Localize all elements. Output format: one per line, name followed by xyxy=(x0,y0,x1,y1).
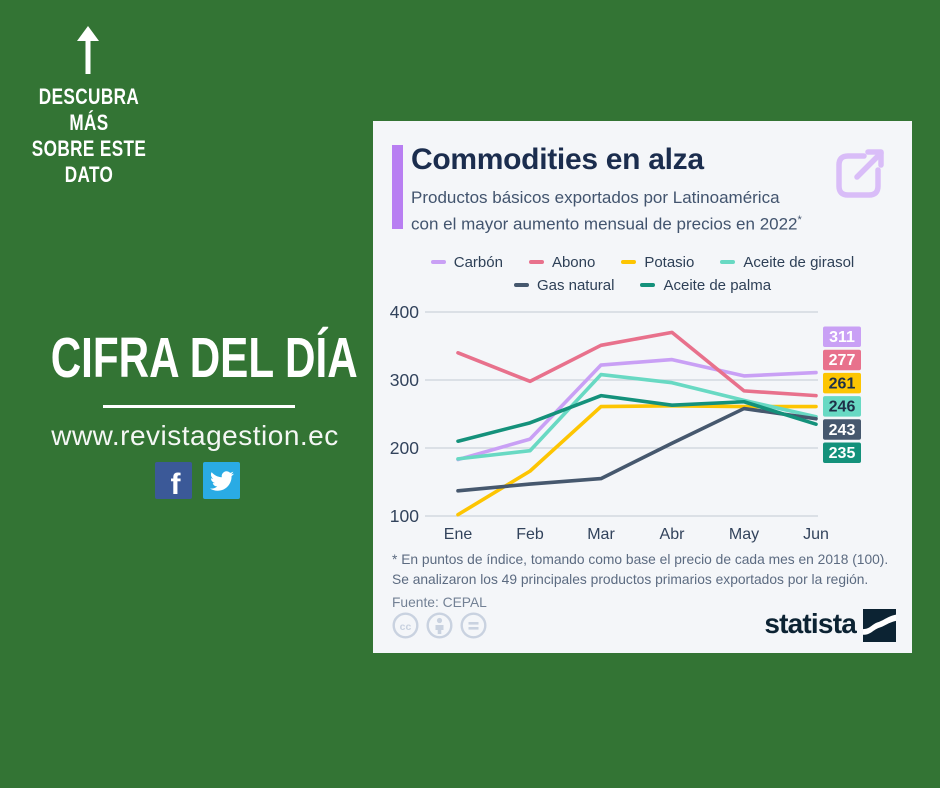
value-chip xyxy=(823,349,861,371)
external-link-icon[interactable] xyxy=(828,143,890,205)
x-tick-label: Mar xyxy=(587,526,615,543)
legend-item: Abono xyxy=(528,251,596,273)
series-line xyxy=(456,406,818,493)
value-chip xyxy=(823,419,861,440)
headline: CIFRA DEL DÍA xyxy=(50,326,358,390)
value-chip-label: 235 xyxy=(829,445,856,462)
website-link[interactable]: www.revistagestion.ec xyxy=(51,420,339,451)
legend-label: Aceite de girasol xyxy=(743,253,855,271)
value-chip-label: 277 xyxy=(829,352,856,369)
subtitle-line-2: con el mayor aumento mensual de precios … xyxy=(411,214,802,234)
legend-label: Aceite de palma xyxy=(663,276,772,294)
series-line xyxy=(456,372,818,461)
y-tick-label: 400 xyxy=(390,302,419,322)
legend-swatch-icon xyxy=(640,282,656,288)
legend-label: Abono xyxy=(551,253,596,271)
legend-swatch-icon xyxy=(430,259,446,265)
footnote-line-1: * En puntos de índice, tomando como base… xyxy=(392,552,889,567)
series-line xyxy=(456,393,818,443)
arrow-up-icon xyxy=(77,26,99,74)
x-tick-label: Feb xyxy=(516,526,544,543)
discover-line-2: SOBRE ESTE xyxy=(31,136,147,161)
series-line xyxy=(456,330,818,398)
legend-swatch-icon xyxy=(513,282,529,288)
legend-swatch-icon xyxy=(720,259,736,265)
headline-underline xyxy=(103,405,295,408)
x-tick-label: Abr xyxy=(660,526,686,543)
legend-swatch-icon xyxy=(621,259,637,265)
statista-logo-mark xyxy=(863,609,896,642)
series-line xyxy=(456,357,818,462)
y-tick-label: 100 xyxy=(390,506,419,526)
x-tick-label: May xyxy=(729,526,759,543)
legend-label: Potasio xyxy=(644,253,695,271)
discover-line-3: DATO xyxy=(64,162,114,187)
chart-footnote: * En puntos de índice, tomando como base… xyxy=(392,550,897,613)
chart-legend: Carbón Abono Potasio Aceite de girasol Gas … xyxy=(373,251,912,296)
cc-license-icon[interactable]: cc xyxy=(392,612,419,639)
legend-swatch-icon xyxy=(528,259,544,265)
legend-item: Potasio xyxy=(621,251,694,273)
legend-item: Aceite de girasol xyxy=(720,251,854,273)
footnote-asterisk: * xyxy=(797,214,802,226)
legend-label: Carbón xyxy=(453,253,503,271)
line-chart: 100 200 300 400 Ene Feb Mar Abr May Jun 311 277 261 2… xyxy=(390,302,861,543)
x-tick-label: Ene xyxy=(444,526,473,543)
y-tick-label: 200 xyxy=(390,438,419,458)
twitter-icon[interactable] xyxy=(203,462,240,499)
statista-chart-card: Commodities en alza Productos básicos ex… xyxy=(373,121,912,653)
statista-logo[interactable]: statista xyxy=(764,607,896,642)
legend-item: Gas natural xyxy=(513,274,615,296)
social-icons: f xyxy=(155,462,240,501)
value-chip xyxy=(823,396,861,417)
subtitle-line-1: Productos básicos exportados por Latinoa… xyxy=(411,188,780,207)
value-chip xyxy=(823,326,861,347)
chart-subtitle: Productos básicos exportados por Latinoa… xyxy=(411,187,802,236)
title-accent-bar xyxy=(392,145,403,229)
card-footer: cc statista xyxy=(392,607,896,642)
y-tick-label: 300 xyxy=(390,370,419,390)
value-chip xyxy=(823,442,861,463)
legend-row-2: Gas natural Aceite de palma xyxy=(513,274,771,296)
statista-wordmark: statista xyxy=(764,607,856,639)
svg-text:cc: cc xyxy=(400,621,412,633)
value-chip-label: 261 xyxy=(829,375,856,392)
legend-item: Carbón xyxy=(430,251,503,273)
discover-line-1: DESCUBRA MÁS xyxy=(38,84,140,135)
creative-commons-icons: cc xyxy=(392,612,487,639)
cc-equal-icon[interactable] xyxy=(460,612,487,639)
value-chip-label: 243 xyxy=(829,422,856,439)
value-chip xyxy=(823,372,861,394)
discover-more-text: DESCUBRA MÁS SOBRE ESTE DATO xyxy=(20,84,159,188)
chart-title: Commodities en alza xyxy=(411,143,704,176)
legend-label: Gas natural xyxy=(536,276,615,294)
footnote-line-2: Se analizaron los 49 principales product… xyxy=(392,571,869,587)
legend-row-1: Carbón Abono Potasio Aceite de girasol xyxy=(430,251,854,273)
legend-item: Aceite de palma xyxy=(640,274,771,296)
value-chip-label: 311 xyxy=(829,329,855,346)
facebook-icon[interactable]: f xyxy=(155,462,192,501)
source-text: Fuente: CEPAL xyxy=(392,595,487,610)
value-chip-label: 246 xyxy=(829,399,856,416)
x-tick-label: Jun xyxy=(803,526,829,543)
cc-attribution-icon[interactable] xyxy=(426,612,453,639)
